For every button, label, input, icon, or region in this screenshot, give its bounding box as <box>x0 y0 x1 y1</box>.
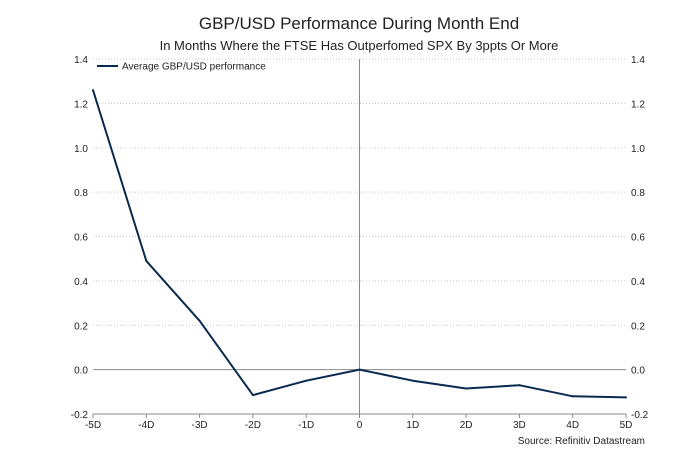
y-tick-label-right: 0.0 <box>631 366 645 377</box>
y-tick-label-right: 1.0 <box>631 144 645 155</box>
y-tick-label-left: 1.2 <box>74 99 88 110</box>
data-point <box>145 259 148 262</box>
y-tick-label-right: 0.6 <box>631 233 645 244</box>
y-tick-label-right: 1.2 <box>631 99 645 110</box>
chart-source: Source: Refinitiv Datastream <box>518 436 645 447</box>
y-tick-label-left: -0.2 <box>71 410 89 421</box>
y-axis-left-ticks: -0.2 0.0 0.2 0.4 0.6 0.8 1.0 1.2 1.4 <box>71 55 89 421</box>
y-tick-label-left: 1.4 <box>74 55 88 66</box>
x-tick-label: -2D <box>245 420 261 431</box>
y-tick-label-right: 0.2 <box>631 321 645 332</box>
x-tick-label: 0 <box>357 420 363 431</box>
data-point <box>251 394 254 397</box>
x-tick-label: -1D <box>298 420 314 431</box>
x-tick-label: -3D <box>192 420 208 431</box>
y-tick-label-right: 1.4 <box>631 55 645 66</box>
data-point <box>305 379 308 382</box>
chart-subtitle: In Months Where the FTSE Has Outperfomed… <box>160 38 559 53</box>
y-tick-label-right: -0.2 <box>631 410 649 421</box>
y-tick-label-left: 0.0 <box>74 366 88 377</box>
y-axis-right-ticks: -0.2 0.0 0.2 0.4 0.6 0.8 1.0 1.2 1.4 <box>631 55 649 421</box>
y-tick-label-right: 0.4 <box>631 277 645 288</box>
x-tick-label: 1D <box>406 420 419 431</box>
legend-label: Average GBP/USD performance <box>122 62 266 73</box>
x-tick-label: -4D <box>138 420 154 431</box>
x-tick-label: 5D <box>620 420 633 431</box>
y-tick-label-right: 0.8 <box>631 188 645 199</box>
data-point <box>625 396 627 399</box>
chart-title: GBP/USD Performance During Month End <box>199 14 519 33</box>
y-tick-label-left: 0.8 <box>74 188 88 199</box>
data-point <box>198 319 201 322</box>
data-point <box>518 384 521 387</box>
data-point <box>465 387 468 390</box>
data-point <box>411 379 414 382</box>
data-point <box>358 368 361 371</box>
data-point <box>92 89 94 92</box>
data-point <box>571 395 574 398</box>
series-layer <box>92 89 627 399</box>
legend: Average GBP/USD performance <box>97 62 266 73</box>
y-tick-label-left: 0.2 <box>74 321 88 332</box>
x-tick-label: 4D <box>566 420 579 431</box>
y-tick-label-left: 1.0 <box>74 144 88 155</box>
x-tick-label: 2D <box>460 420 473 431</box>
x-tick-label: 3D <box>513 420 526 431</box>
y-tick-label-left: 0.6 <box>74 233 88 244</box>
y-tick-label-left: 0.4 <box>74 277 88 288</box>
x-tick-label: -5D <box>85 420 101 431</box>
x-axis-ticks: -5D -4D -3D -2D -1D 0 1D 2D 3D 4D 5D <box>85 414 632 431</box>
grid-lines <box>93 58 626 326</box>
